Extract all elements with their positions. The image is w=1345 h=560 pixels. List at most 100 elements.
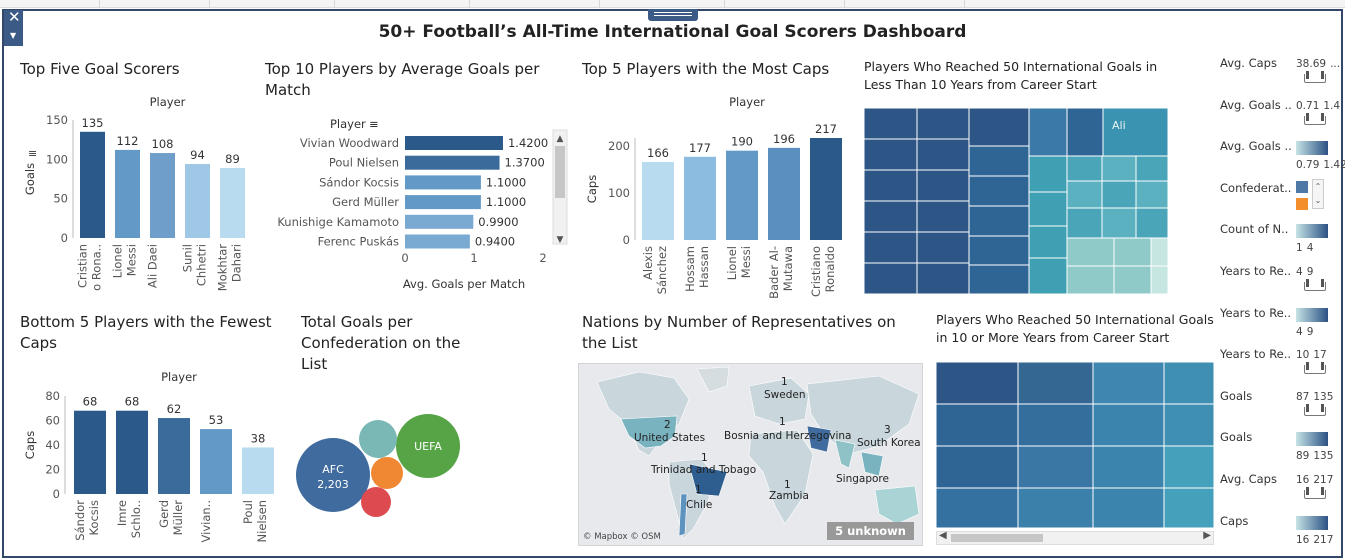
x-tick-label: Ronaldo <box>823 246 837 292</box>
y-tick-label: 0 <box>61 231 68 245</box>
legend-value: 0.71 <box>1296 99 1320 112</box>
scroll-down-icon: ▼ <box>557 235 564 245</box>
scroll-thumb <box>555 146 565 198</box>
treemap-cell <box>1066 237 1115 267</box>
bar-value-label: 68 <box>83 395 98 409</box>
treemap-cell <box>1163 403 1215 447</box>
legend-value: 9 <box>1306 266 1314 278</box>
legend-item[interactable]: Years to Re.. 4 9 <box>1218 262 1338 302</box>
treemap-cell <box>1163 445 1215 489</box>
object-control-menu[interactable]: ✕ ▼ <box>4 8 23 46</box>
legend-range: 16 217 <box>1296 534 1337 546</box>
bar <box>150 153 175 238</box>
scroll-left-icon[interactable]: ◀ <box>939 530 947 541</box>
legend-value: 217 <box>1313 533 1334 546</box>
treemap-cell <box>916 107 970 140</box>
legend-item[interactable]: Confederat.. ⌃ ⌄ <box>1218 178 1338 219</box>
legend-item[interactable]: Caps 16 217 <box>1218 512 1338 552</box>
treemap-cell <box>1066 155 1103 182</box>
x-tick-label: Ali Daei <box>146 244 160 288</box>
x-tick-label: Lionel <box>111 244 125 278</box>
tab-cell <box>100 0 210 8</box>
x-tick-label: Müller <box>171 500 185 536</box>
bar <box>220 167 245 238</box>
scroll-right-icon[interactable]: ▶ <box>1203 530 1211 541</box>
drag-handle[interactable] <box>648 9 698 21</box>
color-gradient-legend <box>1296 307 1328 322</box>
nations-map[interactable]: United States 2 Sweden 1 Bosnia and Herzegov… <box>578 363 923 546</box>
legend-filter-panel: Avg. Caps 38.69... Avg. Goals .. 0.71 1.4 Avg… <box>1218 54 1345 546</box>
legend-item[interactable]: Years to Re.. 10 17 <box>1218 345 1338 385</box>
y-tick-label: 50 <box>53 192 68 206</box>
legend-item[interactable]: Avg. Goals .. 0.79 1.42 <box>1218 137 1345 177</box>
world-map <box>596 366 920 540</box>
treemap-cell <box>916 262 970 295</box>
chevron-up-icon[interactable]: ⌃ <box>1314 181 1322 191</box>
y-tick-label: 150 <box>46 113 68 127</box>
legend-value: 17 <box>1313 349 1327 362</box>
range-slider[interactable] <box>1304 362 1326 375</box>
bar <box>768 147 800 240</box>
panel-title-fewest-caps: Bottom 5 Players with the Fewest Caps <box>20 313 272 352</box>
treemap-cell <box>1092 403 1165 447</box>
legend-swatch[interactable] <box>1296 180 1308 193</box>
range-slider[interactable] <box>1304 71 1326 83</box>
bar <box>185 164 210 238</box>
legend-swatch[interactable] <box>1296 197 1308 210</box>
map-count-label: 1 <box>784 479 791 491</box>
map-country-label: United States <box>634 432 706 444</box>
x-tick-label: Dahari <box>230 244 244 282</box>
legend-item[interactable]: Avg. Goals .. 0.71 1.4 <box>1218 96 1340 136</box>
bar-value-label: 217 <box>815 122 837 136</box>
treemap-cell <box>916 231 970 264</box>
treemap-cell <box>1092 487 1165 529</box>
range-slider[interactable] <box>1304 403 1326 416</box>
treemap-cell <box>1150 265 1169 295</box>
legend-value: 135 <box>1313 450 1334 463</box>
legend-value: 4 <box>1296 266 1303 278</box>
legend-label: Avg. Caps <box>1220 56 1277 70</box>
treemap-cell <box>1017 487 1094 529</box>
legend-value: 4 <box>1306 242 1314 255</box>
legend-item[interactable]: Goals 89 135 <box>1218 428 1338 468</box>
x-tick-label: Sunil <box>181 244 195 272</box>
treemap-cell <box>1135 155 1169 182</box>
treemap-cell <box>968 205 1030 237</box>
land-middle-east <box>806 425 832 453</box>
chevron-down-icon[interactable]: ▼ <box>10 31 17 40</box>
color-gradient-legend <box>1296 515 1328 530</box>
y-tick-label: Vivian Woodward <box>300 136 399 150</box>
unknown-badge[interactable]: 5 unknown <box>827 522 914 540</box>
scroll-thumb[interactable] <box>951 534 1043 542</box>
bar-value-label: 112 <box>117 134 139 148</box>
range-slider[interactable] <box>1304 112 1326 125</box>
legend-item[interactable]: Avg. Caps 16 217 <box>1218 470 1338 510</box>
horizontal-scrollbar[interactable]: ◀ ▶ <box>936 530 1214 545</box>
x-tick-label: Nielsen <box>255 500 269 542</box>
map-count-label: 1 <box>781 376 788 388</box>
panel-title-nations-map: Nations by Number of Representatives on … <box>582 313 896 352</box>
bar-value-label: 196 <box>773 132 795 146</box>
grip-line <box>654 15 692 16</box>
x-tick-label: Schlo.. <box>129 500 143 538</box>
bar <box>242 447 274 494</box>
bar-value-label: 177 <box>689 141 711 155</box>
treemap-cell <box>1113 265 1152 295</box>
legend-item[interactable]: Avg. Caps 38.69... <box>1218 54 1340 94</box>
chevron-down-icon[interactable]: ⌄ <box>1314 195 1322 205</box>
scroll-up-icon: ▲ <box>557 134 564 144</box>
treemap-cell <box>1028 191 1068 227</box>
treemap-cell <box>1102 107 1169 157</box>
legend-scrollbar[interactable]: ⌃ ⌄ <box>1312 178 1324 209</box>
treemap-cell <box>1092 361 1165 405</box>
legend-item[interactable]: Goals 87 135 <box>1218 387 1338 427</box>
color-gradient-legend <box>1296 141 1328 156</box>
range-slider[interactable] <box>1304 279 1326 291</box>
map-count-label: 1 <box>779 416 786 428</box>
range-slider[interactable] <box>1304 487 1326 499</box>
legend-item[interactable]: Years to Re.. 4 9 <box>1218 304 1338 344</box>
land-usa <box>620 415 678 449</box>
close-icon[interactable]: ✕ <box>8 8 21 26</box>
legend-item[interactable]: Count of N.. 1 4 <box>1218 220 1338 260</box>
